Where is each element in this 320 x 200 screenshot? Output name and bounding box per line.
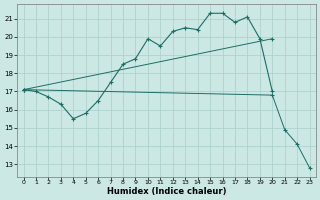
X-axis label: Humidex (Indice chaleur): Humidex (Indice chaleur) <box>107 187 226 196</box>
